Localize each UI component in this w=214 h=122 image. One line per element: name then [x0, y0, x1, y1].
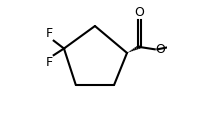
- Text: F: F: [46, 27, 53, 40]
- Text: O: O: [134, 6, 144, 19]
- Text: O: O: [155, 43, 165, 56]
- Text: F: F: [46, 56, 53, 69]
